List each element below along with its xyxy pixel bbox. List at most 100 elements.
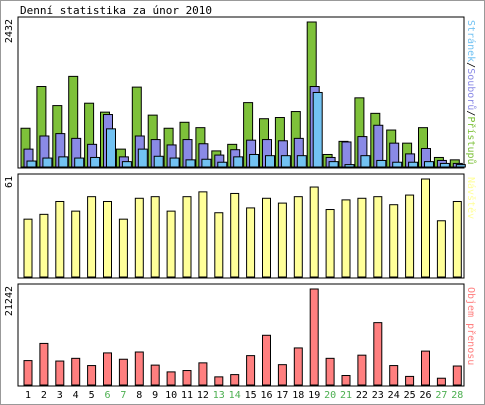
bar-top-2-16 bbox=[265, 155, 275, 168]
y-max-label-bottom: 21242 bbox=[4, 286, 15, 316]
x-label-7: 7 bbox=[120, 390, 126, 401]
bar-middle-27 bbox=[436, 220, 446, 278]
bar-bottom-6 bbox=[103, 352, 112, 386]
bar-bottom-26 bbox=[421, 350, 430, 386]
chart-title: Denní statistika za únor 2010 bbox=[20, 4, 213, 17]
bar-bottom-8 bbox=[134, 351, 144, 386]
bar-bottom-21 bbox=[341, 375, 351, 386]
bar-middle-2 bbox=[39, 213, 49, 278]
legend-part-top-3: / bbox=[465, 110, 476, 116]
bar-top-2-3 bbox=[58, 156, 69, 168]
x-label-8: 8 bbox=[136, 390, 142, 401]
x-label-22: 22 bbox=[356, 390, 368, 401]
bar-bottom-20 bbox=[325, 357, 335, 386]
x-label-11: 11 bbox=[181, 390, 193, 401]
bar-middle-8 bbox=[134, 197, 144, 278]
bar-top-2-13 bbox=[217, 161, 228, 168]
legend-top: Stránek/Souborů/Přístupů bbox=[465, 20, 477, 165]
legend-part-top-0: Stránek bbox=[465, 20, 477, 62]
bar-top-2-28 bbox=[455, 164, 466, 168]
bar-top-2-11 bbox=[185, 159, 196, 168]
x-label-9: 9 bbox=[152, 390, 158, 401]
bar-top-2-26 bbox=[424, 161, 434, 168]
bar-bottom-5 bbox=[87, 365, 97, 386]
y-max-label-middle: 61 bbox=[4, 176, 15, 188]
bar-bottom-28 bbox=[452, 365, 462, 386]
bar-top-2-14 bbox=[233, 156, 244, 168]
bar-top-2-27 bbox=[439, 162, 450, 168]
x-label-14: 14 bbox=[229, 390, 241, 401]
x-label-18: 18 bbox=[292, 390, 304, 401]
bar-middle-13 bbox=[214, 212, 224, 278]
legend-bottom: Objem přenosu bbox=[465, 287, 477, 365]
x-label-28: 28 bbox=[451, 390, 463, 401]
bar-middle-6 bbox=[103, 200, 112, 278]
legend-part-top-1: / bbox=[465, 62, 476, 68]
bar-top-2-22 bbox=[360, 155, 371, 168]
x-label-24: 24 bbox=[388, 390, 400, 401]
bar-top-2-7 bbox=[121, 161, 132, 168]
bar-middle-5 bbox=[87, 196, 97, 278]
bar-top-2-18 bbox=[296, 155, 307, 168]
bar-top-2-10 bbox=[169, 157, 180, 168]
x-label-15: 15 bbox=[245, 390, 257, 401]
bar-top-2-1 bbox=[26, 160, 37, 168]
bar-bottom-12 bbox=[198, 362, 208, 386]
bar-middle-23 bbox=[373, 196, 383, 278]
bar-middle-22 bbox=[357, 197, 367, 278]
bar-top-2-25 bbox=[408, 161, 419, 168]
y-max-label-top: 2432 bbox=[4, 19, 15, 43]
bar-middle-12 bbox=[198, 191, 208, 278]
bar-top-2-9 bbox=[153, 155, 164, 168]
legend-middle: Návštěv bbox=[465, 177, 477, 219]
bar-middle-14 bbox=[230, 192, 240, 278]
bar-middle-19 bbox=[309, 186, 319, 278]
bar-middle-25 bbox=[405, 194, 415, 278]
bar-middle-7 bbox=[118, 218, 128, 278]
bar-bottom-27 bbox=[436, 377, 446, 386]
bar-middle-3 bbox=[55, 200, 65, 278]
bar-bottom-23 bbox=[373, 322, 383, 386]
bar-bottom-4 bbox=[71, 357, 81, 386]
bar-bottom-19 bbox=[309, 288, 319, 386]
bar-top-2-4 bbox=[74, 157, 85, 168]
bar-bottom-25 bbox=[405, 375, 415, 386]
bar-middle-24 bbox=[389, 204, 399, 278]
x-label-3: 3 bbox=[57, 390, 63, 401]
legend-part-bottom-0: Objem přenosu bbox=[465, 287, 477, 365]
bar-top-2-23 bbox=[376, 159, 387, 168]
bar-middle-28 bbox=[452, 200, 462, 278]
bar-top-2-8 bbox=[137, 148, 148, 168]
bar-top-2-6 bbox=[106, 128, 116, 168]
bar-top-2-24 bbox=[392, 161, 403, 168]
bar-bottom-2 bbox=[39, 342, 49, 386]
bar-top-2-20 bbox=[328, 161, 339, 168]
bar-bottom-11 bbox=[182, 370, 192, 386]
bar-middle-15 bbox=[246, 207, 256, 278]
bar-middle-11 bbox=[182, 196, 192, 278]
bar-middle-1 bbox=[23, 218, 33, 278]
bar-middle-16 bbox=[262, 197, 271, 278]
bar-middle-10 bbox=[166, 210, 176, 278]
bar-bottom-17 bbox=[277, 364, 287, 386]
x-label-16: 16 bbox=[260, 390, 272, 401]
x-label-12: 12 bbox=[197, 390, 209, 401]
x-label-6: 6 bbox=[104, 390, 110, 401]
bar-middle-26 bbox=[421, 178, 430, 278]
x-label-17: 17 bbox=[276, 390, 288, 401]
bar-top-2-19 bbox=[312, 91, 323, 168]
bar-middle-17 bbox=[277, 202, 287, 278]
bar-bottom-18 bbox=[293, 347, 303, 386]
x-label-26: 26 bbox=[419, 390, 431, 401]
x-label-13: 13 bbox=[213, 390, 225, 401]
bar-bottom-7 bbox=[118, 358, 128, 386]
x-label-10: 10 bbox=[165, 390, 177, 401]
bar-bottom-22 bbox=[357, 354, 367, 386]
bar-top-2-12 bbox=[201, 158, 212, 168]
bar-middle-9 bbox=[150, 196, 160, 278]
bar-middle-18 bbox=[293, 196, 303, 278]
bar-bottom-24 bbox=[389, 365, 399, 386]
x-label-5: 5 bbox=[89, 390, 95, 401]
bar-bottom-9 bbox=[150, 364, 160, 386]
